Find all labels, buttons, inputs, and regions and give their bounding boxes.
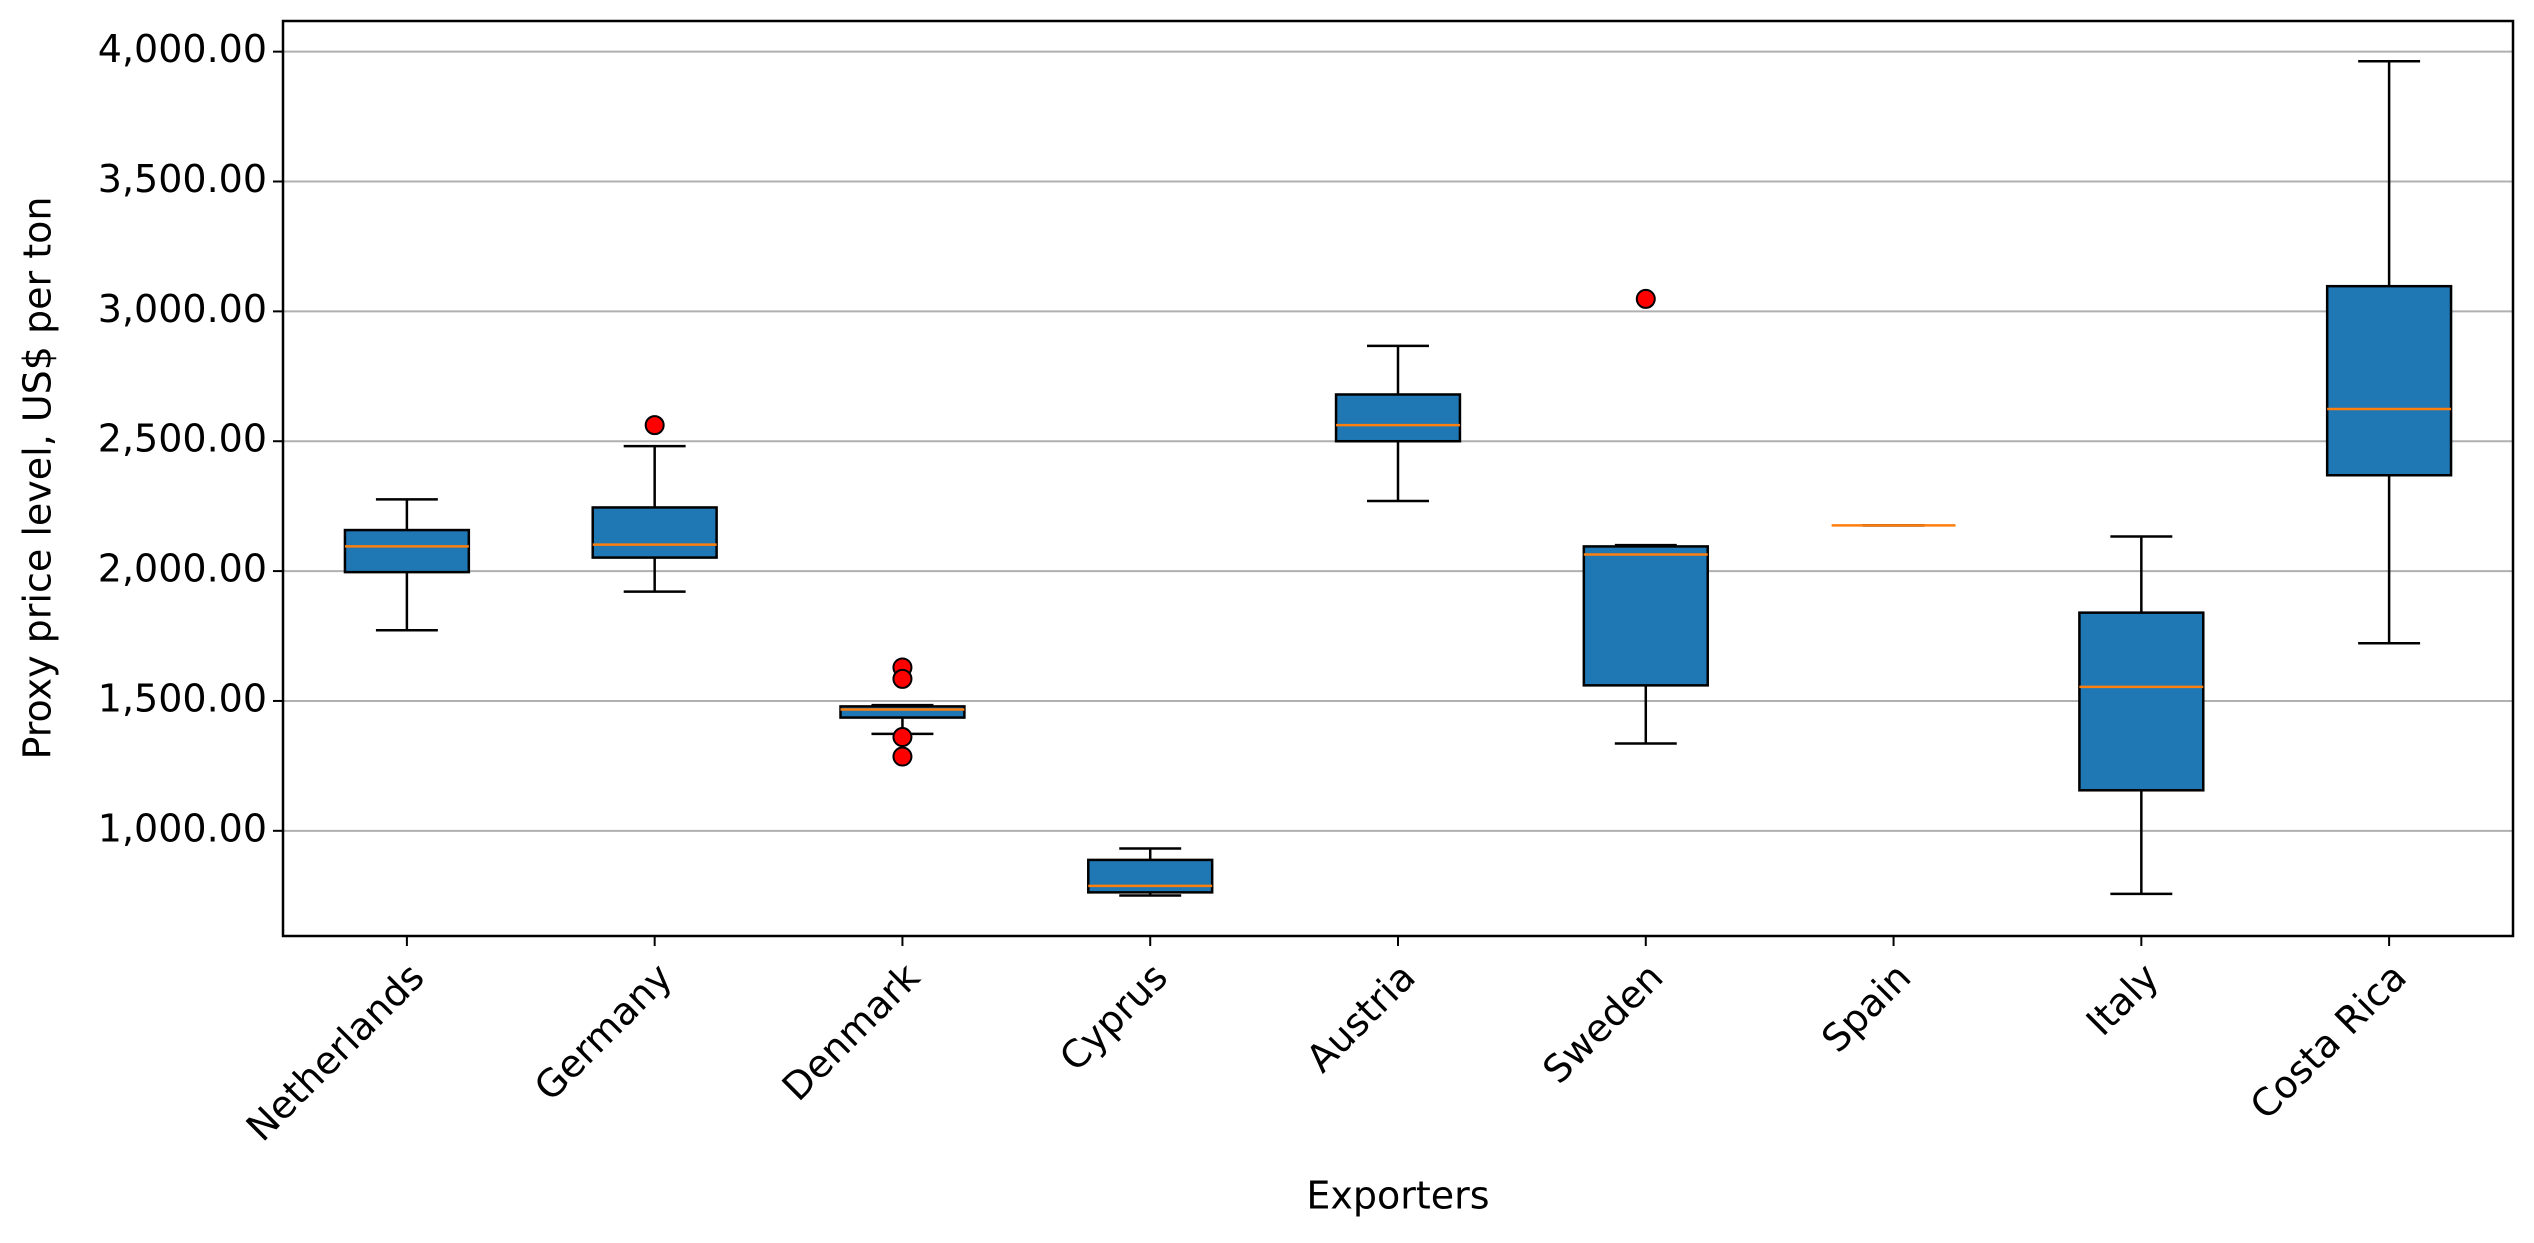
y-tick-label: 4,000.00 [98,27,267,71]
flier [1635,288,1656,309]
flier [644,415,665,436]
x-tick-label: Denmark [774,955,929,1110]
y-axis-label: Proxy price level, US$ per ton [16,197,60,760]
box [591,506,718,559]
y-tick-label: 3,000.00 [98,287,267,331]
y-tick-label: 2,000.00 [98,547,267,591]
x-axis-label: Exporters [1306,1174,1489,1218]
plot-frame [281,19,2515,938]
x-tick-label: Cyprus [1051,955,1176,1080]
flier [892,727,913,748]
x-tick-label: Costa Rica [2242,955,2415,1128]
box [839,705,966,719]
box [1087,858,1214,894]
box [2325,284,2453,477]
box [1582,545,1709,687]
x-tick-label: Spain [1813,955,1919,1061]
x-tick-label: Germany [526,955,681,1110]
y-tick-label: 2,500.00 [98,417,267,461]
y-tick-label: 1,500.00 [98,676,267,720]
y-tick-label: 3,500.00 [98,157,267,201]
box [1334,393,1462,443]
y-tick-label: 1,000.00 [98,806,267,850]
x-tick-label: Netherlands [238,955,433,1150]
box [2078,611,2205,792]
x-tick-label: Sweden [1534,955,1671,1092]
x-tick-label: Austria [1298,955,1424,1081]
box [343,528,471,574]
x-tick-label: Italy [2078,955,2167,1044]
flier [892,668,913,689]
flier [892,746,913,767]
